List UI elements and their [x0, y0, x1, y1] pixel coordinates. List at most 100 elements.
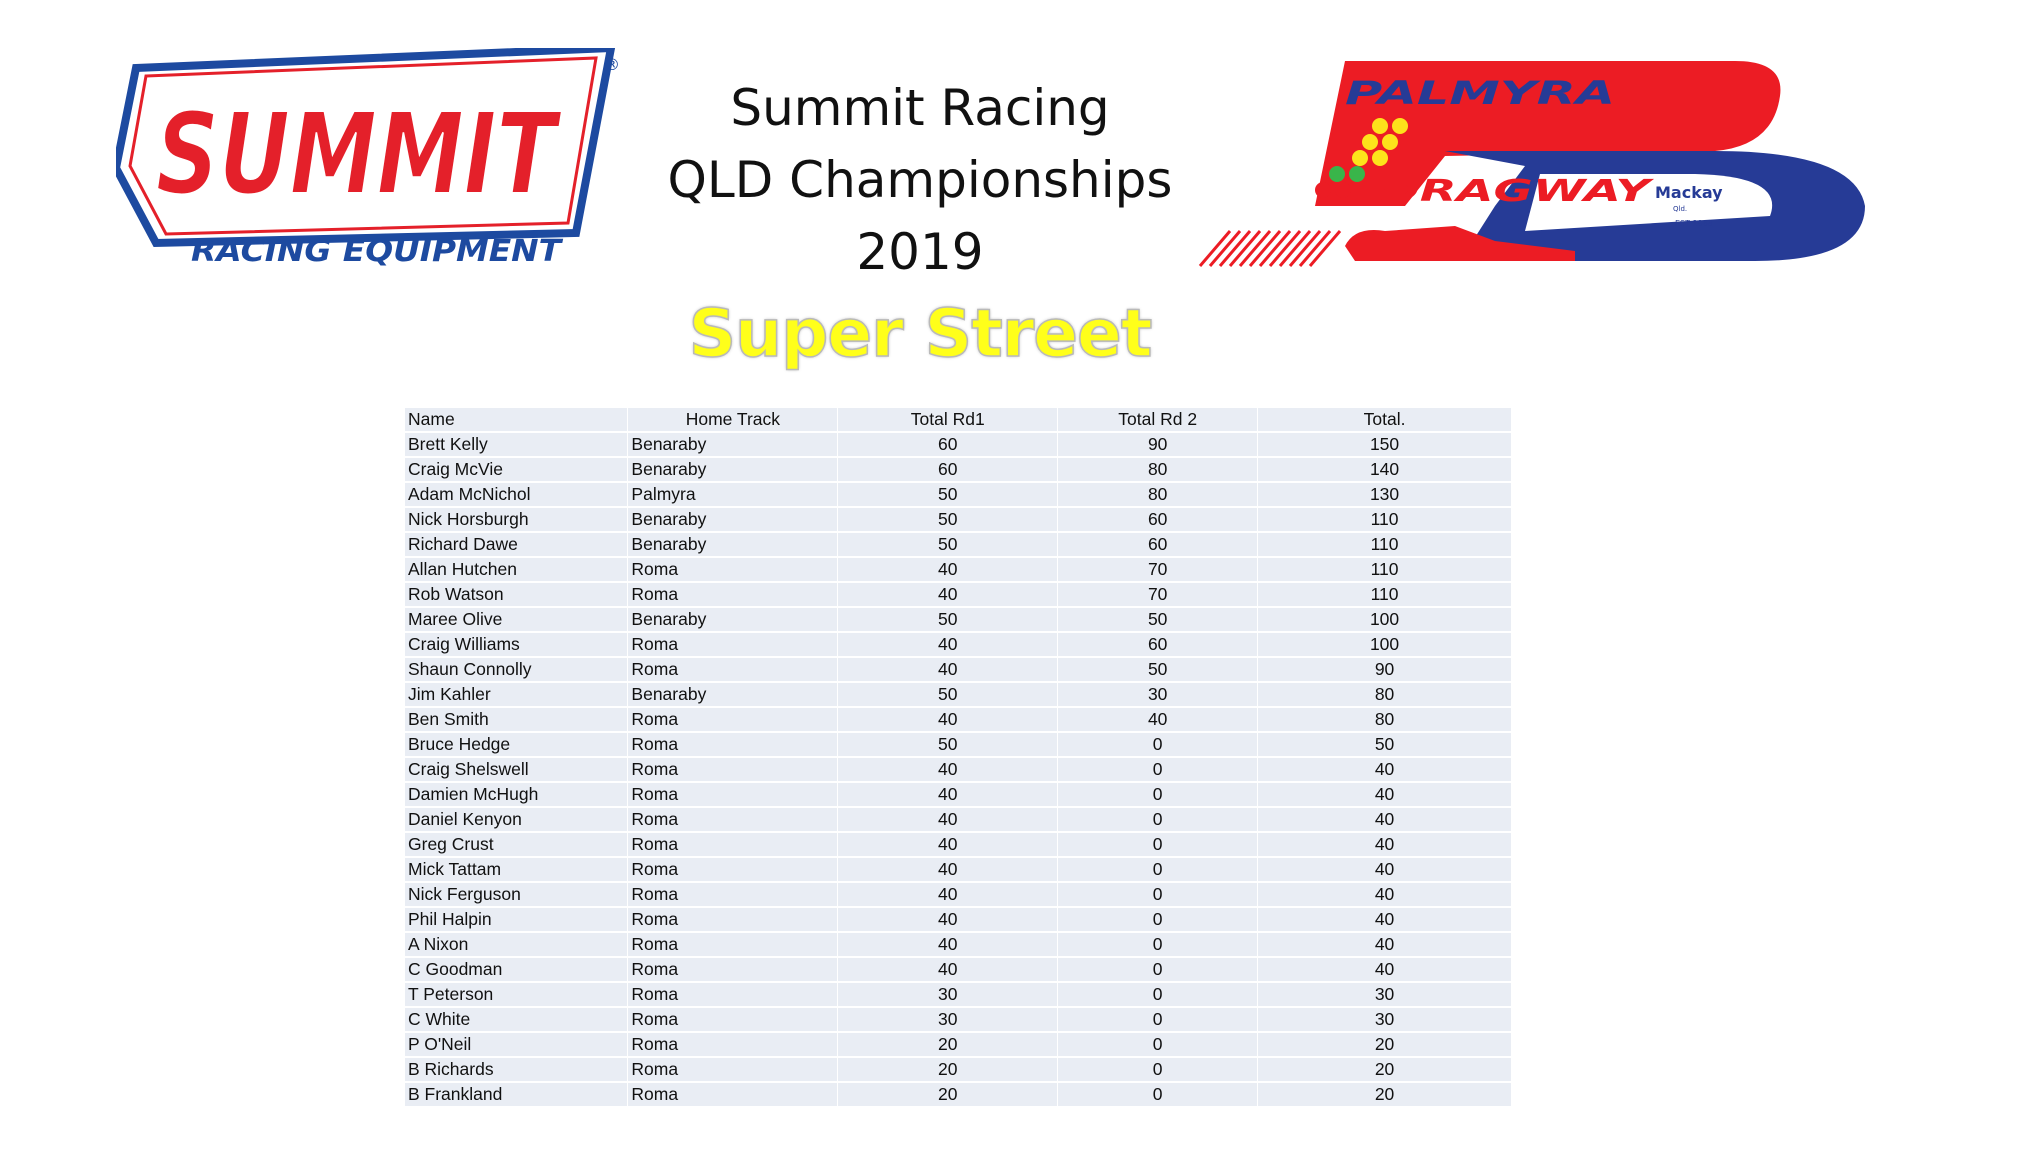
svg-text:®: ®: [604, 55, 620, 74]
cell-name: Phil Halpin: [405, 907, 629, 933]
cell-home-track: Roma: [627, 932, 839, 958]
header-row: Name Home Track Total Rd1 Total Rd 2 Total.: [405, 408, 1512, 433]
cell-total-rd2: 0: [1057, 832, 1259, 858]
cell-name: Nick Horsburgh: [405, 507, 629, 533]
cell-total-rd2: 60: [1057, 632, 1259, 658]
cell-total-rd1: 40: [837, 782, 1059, 808]
cell-total: 40: [1257, 857, 1512, 883]
cell-total-rd1: 30: [837, 1007, 1059, 1033]
cell-total-rd1: 40: [837, 657, 1059, 683]
cell-home-track: Roma: [627, 1082, 839, 1108]
cell-total-rd1: 40: [837, 582, 1059, 608]
cell-home-track: Roma: [627, 757, 839, 783]
cell-total: 100: [1257, 607, 1512, 633]
cell-name: A Nixon: [405, 932, 629, 958]
cell-home-track: Roma: [627, 657, 839, 683]
cell-home-track: Benaraby: [627, 507, 839, 533]
cell-name: Nick Ferguson: [405, 882, 629, 908]
cell-name: Maree Olive: [405, 607, 629, 633]
cell-name: T Peterson: [405, 982, 629, 1008]
table-row: Ben Smith Roma 40 40 80: [405, 707, 1512, 733]
cell-total-rd1: 40: [837, 882, 1059, 908]
cell-home-track: Benaraby: [627, 607, 839, 633]
cell-total-rd1: 40: [837, 857, 1059, 883]
cell-total-rd1: 40: [837, 557, 1059, 583]
table-row: Bruce Hedge Roma 50 0 50: [405, 732, 1512, 758]
cell-total-rd2: 0: [1057, 982, 1259, 1008]
table-row: Jim Kahler Benaraby 50 30 80: [405, 682, 1512, 708]
table-row: Greg Crust Roma 40 0 40: [405, 832, 1512, 858]
table-row: Craig Williams Roma 40 60 100: [405, 632, 1512, 658]
cell-home-track: Roma: [627, 1032, 839, 1058]
title-line: QLD Championships: [667, 151, 1173, 209]
svg-text:SUMMIT: SUMMIT: [156, 90, 562, 220]
cell-total: 110: [1257, 507, 1512, 533]
cell-total-rd1: 20: [837, 1057, 1059, 1083]
cell-total: 20: [1257, 1032, 1512, 1058]
table-row: Adam McNichol Palmyra 50 80 130: [405, 482, 1512, 508]
cell-total: 20: [1257, 1057, 1512, 1083]
table-row: Shaun Connolly Roma 40 50 90: [405, 657, 1512, 683]
cell-total-rd2: 0: [1057, 882, 1259, 908]
cell-home-track: Roma: [627, 907, 839, 933]
cell-home-track: Roma: [627, 732, 839, 758]
cell-name: B Richards: [405, 1057, 629, 1083]
cell-home-track: Roma: [627, 957, 839, 983]
cell-total: 40: [1257, 882, 1512, 908]
table-row: C Goodman Roma 40 0 40: [405, 957, 1512, 983]
svg-text:Mackay: Mackay: [1655, 183, 1723, 202]
cell-name: Bruce Hedge: [405, 732, 629, 758]
cell-name: C White: [405, 1007, 629, 1033]
cell-total-rd1: 50: [837, 732, 1059, 758]
cell-name: P O'Neil: [405, 1032, 629, 1058]
cell-total: 150: [1257, 432, 1512, 458]
cell-total-rd1: 60: [837, 432, 1059, 458]
cell-total-rd2: 0: [1057, 857, 1259, 883]
cell-name: Craig Shelswell: [405, 757, 629, 783]
cell-total: 40: [1257, 932, 1512, 958]
title-line: 2019: [856, 223, 984, 281]
cell-total: 110: [1257, 532, 1512, 558]
cell-home-track: Roma: [627, 882, 839, 908]
cell-total-rd2: 0: [1057, 907, 1259, 933]
cell-total-rd2: 0: [1057, 807, 1259, 833]
cell-total-rd1: 20: [837, 1032, 1059, 1058]
cell-home-track: Roma: [627, 557, 839, 583]
cell-total-rd2: 0: [1057, 957, 1259, 983]
cell-total-rd1: 20: [837, 1082, 1059, 1108]
table-row: C White Roma 30 0 30: [405, 1007, 1512, 1033]
cell-home-track: Benaraby: [627, 457, 839, 483]
cell-name: Daniel Kenyon: [405, 807, 629, 833]
table-row: Mick Tattam Roma 40 0 40: [405, 857, 1512, 883]
cell-total-rd1: 50: [837, 507, 1059, 533]
standings-table: Name Home Track Total Rd1 Total Rd 2 Total. B…: [405, 408, 1512, 1108]
cell-name: Rob Watson: [405, 582, 629, 608]
table-row: Craig Shelswell Roma 40 0 40: [405, 757, 1512, 783]
cell-total: 40: [1257, 782, 1512, 808]
cell-total-rd2: 70: [1057, 557, 1259, 583]
palmyra-dragway-logo: PALMYRA DRAGWAY Mackay Qld. EST 1968: [1198, 61, 1865, 267]
cell-total: 30: [1257, 1007, 1512, 1033]
cell-total: 30: [1257, 982, 1512, 1008]
cell-home-track: Roma: [627, 982, 839, 1008]
cell-total: 40: [1257, 807, 1512, 833]
cell-total-rd2: 80: [1057, 457, 1259, 483]
cell-total: 40: [1257, 757, 1512, 783]
cell-total-rd2: 50: [1057, 607, 1259, 633]
cell-total: 110: [1257, 557, 1512, 583]
svg-text:PALMYRA: PALMYRA: [1345, 74, 1615, 112]
cell-total-rd1: 40: [837, 932, 1059, 958]
cell-total-rd1: 40: [837, 632, 1059, 658]
cell-total-rd2: 90: [1057, 432, 1259, 458]
cell-total: 40: [1257, 832, 1512, 858]
cell-total-rd2: 50: [1057, 657, 1259, 683]
cell-total-rd1: 40: [837, 832, 1059, 858]
svg-text:Qld.: Qld.: [1673, 205, 1687, 213]
cell-total: 140: [1257, 457, 1512, 483]
cell-name: Craig McVie: [405, 457, 629, 483]
cell-total: 40: [1257, 907, 1512, 933]
cell-total-rd2: 40: [1057, 707, 1259, 733]
cell-total-rd1: 60: [837, 457, 1059, 483]
cell-total-rd1: 40: [837, 707, 1059, 733]
table-row: Daniel Kenyon Roma 40 0 40: [405, 807, 1512, 833]
